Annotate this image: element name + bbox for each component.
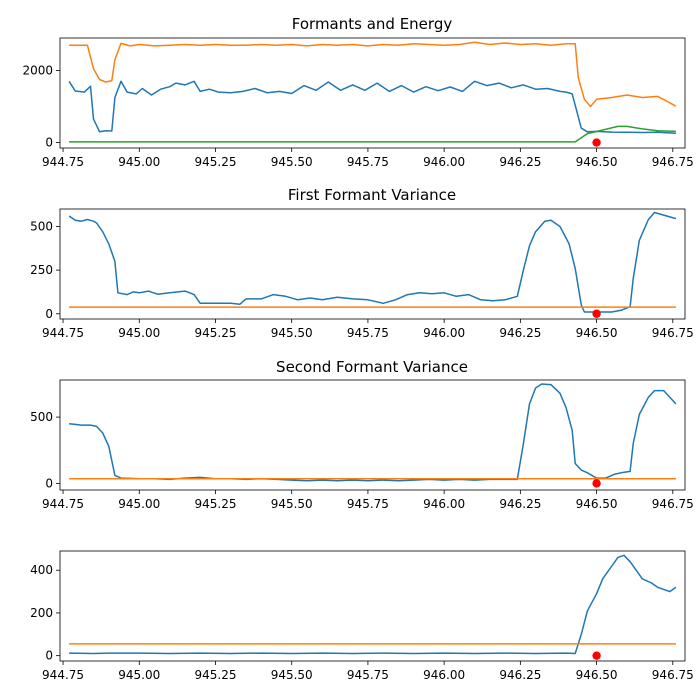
series-line-f2 <box>69 41 677 108</box>
second-formant-variance-panel: Second Formant Variance 944.75 945.00 945.… <box>30 358 694 511</box>
first-formant-variance-panel: First Formant Variance 944.75 945.00 945.2… <box>30 186 694 340</box>
y-tick-label: 2000 <box>22 63 53 77</box>
x-tick-label: 945.50 <box>271 497 313 511</box>
x-tick-label: 946.25 <box>499 668 541 682</box>
x-tick-label: 945.00 <box>118 497 160 511</box>
x-tick-label: 944.75 <box>42 155 84 169</box>
marker-point <box>592 651 601 660</box>
chart-title: First Formant Variance <box>288 186 456 204</box>
y-tick-label: 200 <box>30 606 53 620</box>
y-tick-label: 0 <box>45 307 53 321</box>
x-tick-label: 944.75 <box>42 668 84 682</box>
chart-title: Second Formant Variance <box>276 358 468 376</box>
x-tick-label: 946.25 <box>499 326 541 340</box>
y-tick-label: 500 <box>30 410 53 424</box>
marker-point <box>592 138 601 147</box>
y-tick-label: 400 <box>30 563 53 577</box>
y-tick-label: 500 <box>30 219 53 233</box>
x-tick-label: 945.75 <box>347 326 389 340</box>
x-tick-label: 946.75 <box>652 326 694 340</box>
series-line-energy <box>69 125 676 143</box>
plot-frame <box>59 379 686 491</box>
formants-energy-panel: Formants and Energy 944.75 945.00 945.25 94… <box>22 15 693 169</box>
x-tick-label: 945.50 <box>271 326 313 340</box>
x-tick-label: 945.50 <box>271 155 313 169</box>
x-tick-label: 945.00 <box>118 668 160 682</box>
x-tick-label: 946.50 <box>576 155 618 169</box>
x-tick-label: 946.75 <box>652 668 694 682</box>
marker-point <box>592 479 601 488</box>
x-tick-label: 945.75 <box>347 155 389 169</box>
x-tick-label: 946.50 <box>576 668 618 682</box>
x-tick-label: 944.75 <box>42 497 84 511</box>
marker-point <box>592 309 601 318</box>
x-tick-label: 946.25 <box>499 155 541 169</box>
series-line-variance <box>69 383 677 482</box>
chart-title: Formants and Energy <box>292 15 453 33</box>
x-tick-label: 945.75 <box>347 497 389 511</box>
y-tick-label: 0 <box>45 649 53 663</box>
plot-frame <box>59 550 686 662</box>
plot-frame <box>59 208 686 320</box>
x-tick-label: 946.00 <box>423 155 465 169</box>
plot-frame <box>59 37 686 149</box>
x-tick-label: 945.00 <box>118 326 160 340</box>
x-tick-label: 946.25 <box>499 497 541 511</box>
y-tick-label: 0 <box>45 136 53 150</box>
x-tick-label: 944.75 <box>42 326 84 340</box>
energy-variance-panel: 944.75 945.00 945.25 945.50 945.75 946.00 946.… <box>30 550 694 682</box>
x-tick-label: 946.50 <box>576 326 618 340</box>
x-tick-label: 946.00 <box>423 326 465 340</box>
x-tick-label: 945.25 <box>194 668 236 682</box>
series-line-variance <box>68 211 677 313</box>
x-tick-label: 945.00 <box>118 155 160 169</box>
y-tick-label: 250 <box>30 263 53 277</box>
x-tick-label: 945.25 <box>194 155 236 169</box>
series-line-energy <box>69 554 677 655</box>
series-line-f1 <box>68 80 676 134</box>
x-tick-label: 945.25 <box>194 326 236 340</box>
x-tick-label: 945.75 <box>347 668 389 682</box>
x-tick-label: 946.00 <box>423 497 465 511</box>
x-tick-label: 946.75 <box>652 497 694 511</box>
x-tick-label: 946.00 <box>423 668 465 682</box>
y-tick-label: 0 <box>45 476 53 490</box>
x-tick-label: 946.75 <box>652 155 694 169</box>
x-tick-label: 946.50 <box>576 497 618 511</box>
x-tick-label: 945.50 <box>271 668 313 682</box>
x-tick-label: 945.25 <box>194 497 236 511</box>
